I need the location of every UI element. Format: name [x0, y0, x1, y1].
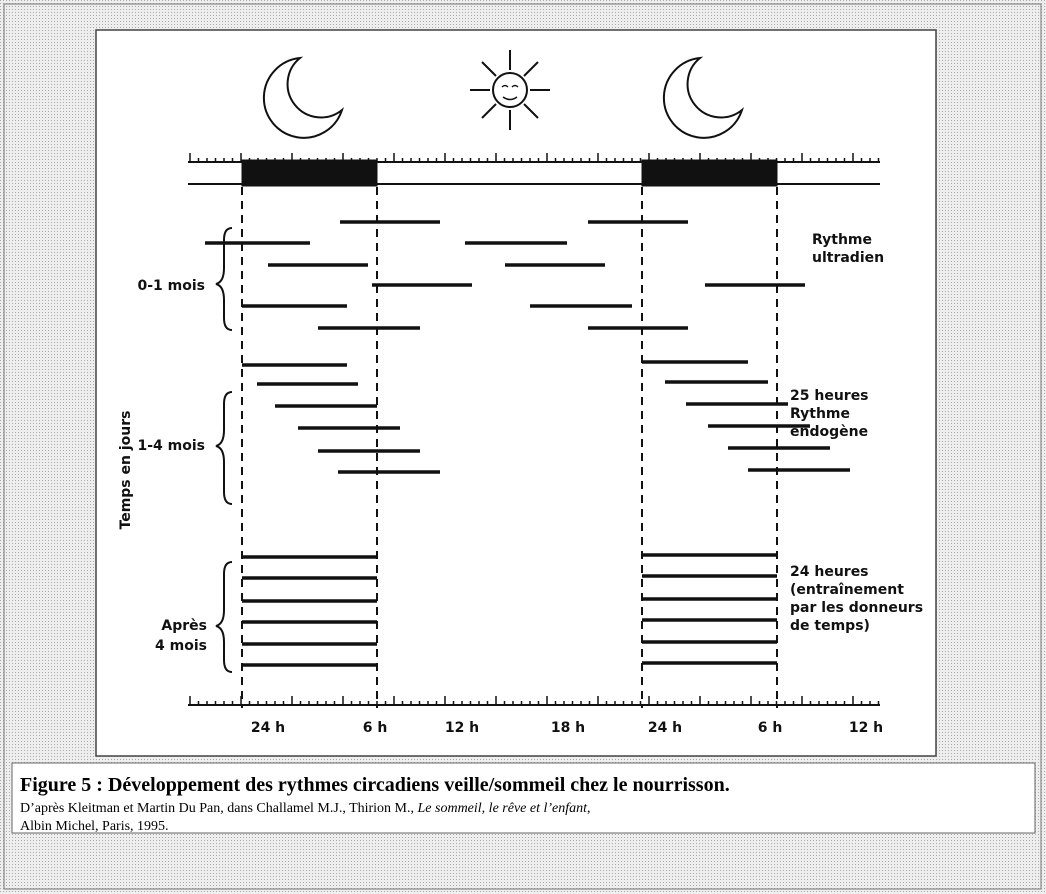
group-description: endogène — [790, 424, 868, 440]
group-label: 0-1 mois — [137, 278, 205, 294]
group-description: Rythme — [812, 232, 872, 248]
sun-icon — [470, 50, 550, 130]
moon-icon — [662, 56, 744, 139]
x-axis-label: 12 h — [445, 720, 479, 736]
group-description: 24 heures — [790, 564, 869, 580]
outer-frame — [3, 3, 1042, 890]
x-axis-label: 24 h — [251, 720, 285, 736]
group-description: par les donneurs — [790, 600, 923, 616]
x-axis-label: 6 h — [363, 720, 388, 736]
y-axis-label: Temps en jours — [118, 411, 134, 530]
group-description: (entraînement — [790, 582, 904, 598]
caption-source: Albin Michel, Paris, 1995. — [20, 819, 169, 834]
x-axis-label: 12 h — [849, 720, 883, 736]
caption-source: D’après Kleitman et Martin Du Pan, dans … — [20, 801, 591, 816]
braces — [215, 227, 233, 673]
night-bar — [641, 159, 778, 187]
figure-frame — [95, 29, 937, 757]
group-label: 1-4 mois — [137, 438, 205, 454]
night-bar — [241, 159, 378, 187]
x-axis-label: 18 h — [551, 720, 585, 736]
book-title: Le sommeil, le rêve et l’enfant — [417, 801, 589, 816]
group-description: ultradien — [812, 250, 884, 266]
source-text: D’après Kleitman et Martin Du Pan, dans … — [20, 801, 418, 816]
group-description: 25 heures — [790, 388, 869, 404]
group-description: de temps) — [790, 618, 870, 634]
source-text: , — [587, 801, 591, 816]
diagram — [188, 50, 880, 708]
caption-frame — [11, 762, 1036, 834]
caption-title: Figure 5 : Développement des rythmes cir… — [20, 774, 730, 796]
x-axis-label: 24 h — [648, 720, 682, 736]
group-label: 4 mois — [155, 638, 207, 654]
moon-icon — [262, 56, 344, 139]
x-axis-label: 6 h — [758, 720, 783, 736]
group-description: Rythme — [790, 406, 850, 422]
group-label: Après — [161, 618, 207, 634]
